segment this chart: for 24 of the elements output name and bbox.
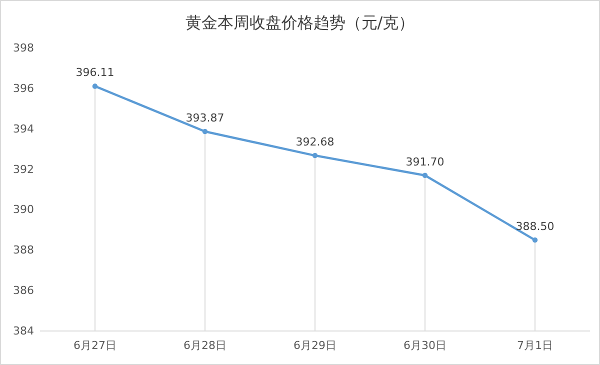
text: 393.87 — [186, 111, 224, 124]
x-tick-label: 6月29日 — [294, 338, 336, 352]
text: 396.11 — [76, 66, 114, 80]
y-tick-label: 390 — [13, 203, 34, 216]
y-tick-label: 392 — [13, 162, 34, 176]
x-tick-label: 7月1日 — [517, 338, 553, 352]
y-tick-label: 388 — [13, 244, 34, 257]
y-tick-label: 398 — [13, 42, 34, 55]
y-tick-label: 396 — [13, 82, 34, 95]
text: 392.68 — [296, 136, 334, 149]
y-tick-label: 394 — [13, 122, 34, 136]
text: 388.50 — [516, 220, 554, 234]
y-tick-label: 386 — [13, 284, 34, 298]
y-tick-label: 384 — [13, 324, 34, 338]
point — [202, 128, 208, 134]
x-tick-label: 6月28日 — [184, 338, 226, 352]
point — [92, 84, 98, 89]
point — [532, 237, 538, 243]
x-tick-label: 6月30日 — [404, 338, 446, 352]
x-tick-label: 6月27日 — [74, 338, 116, 352]
chart-title: 黄金本周收盘价格趋势（元/克） — [185, 13, 415, 32]
point — [422, 172, 428, 178]
point — [312, 152, 318, 158]
text: 391.70 — [406, 155, 444, 168]
